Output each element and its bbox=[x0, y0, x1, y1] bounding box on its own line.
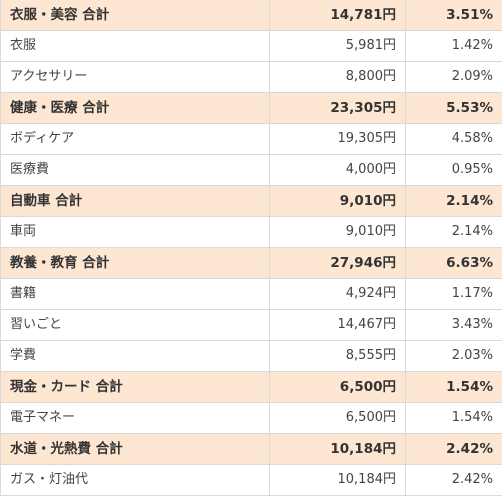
subcategory-row[interactable]: 書籍 4,924円 1.17% bbox=[0, 278, 502, 310]
subcategory-name: 書籍 bbox=[0, 278, 270, 310]
subcategory-amount: 8,800円 bbox=[269, 61, 406, 93]
category-amount: 27,946円 bbox=[269, 247, 406, 279]
subcategory-name: 衣服 bbox=[0, 30, 270, 62]
subcategory-name: ガス・灯油代 bbox=[0, 464, 270, 496]
category-percent: 2.42% bbox=[405, 433, 502, 465]
subcategory-row[interactable]: アクセサリー 8,800円 2.09% bbox=[0, 61, 502, 93]
subcategory-amount: 4,924円 bbox=[269, 278, 406, 310]
category-percent: 2.14% bbox=[405, 185, 502, 217]
category-percent: 3.51% bbox=[405, 0, 502, 31]
subcategory-row[interactable]: 習いごと 14,467円 3.43% bbox=[0, 309, 502, 341]
subcategory-row[interactable]: ボディケア 19,305円 4.58% bbox=[0, 123, 502, 155]
subcategory-amount: 19,305円 bbox=[269, 123, 406, 155]
subcategory-percent: 0.95% bbox=[405, 154, 502, 186]
category-name: 教養・教育 合計 bbox=[0, 247, 270, 279]
subcategory-name: 電子マネー bbox=[0, 402, 270, 434]
subcategory-name: アクセサリー bbox=[0, 61, 270, 93]
subcategory-row[interactable]: 車両 9,010円 2.14% bbox=[0, 216, 502, 248]
category-name: 現金・カード 合計 bbox=[0, 371, 270, 403]
subcategory-percent: 4.58% bbox=[405, 123, 502, 155]
category-percent: 6.63% bbox=[405, 247, 502, 279]
subcategory-amount: 8,555円 bbox=[269, 340, 406, 372]
subcategory-row[interactable]: 電子マネー 6,500円 1.54% bbox=[0, 402, 502, 434]
category-amount: 6,500円 bbox=[269, 371, 406, 403]
subcategory-name: 医療費 bbox=[0, 154, 270, 186]
category-amount: 10,184円 bbox=[269, 433, 406, 465]
subcategory-amount: 6,500円 bbox=[269, 402, 406, 434]
subcategory-amount: 14,467円 bbox=[269, 309, 406, 341]
subcategory-amount: 4,000円 bbox=[269, 154, 406, 186]
subcategory-row[interactable]: 学費 8,555円 2.03% bbox=[0, 340, 502, 372]
category-total-row[interactable]: 衣服・美容 合計 14,781円 3.51% bbox=[0, 0, 502, 31]
category-percent: 5.53% bbox=[405, 92, 502, 124]
category-amount: 14,781円 bbox=[269, 0, 406, 31]
subcategory-percent: 1.54% bbox=[405, 402, 502, 434]
subcategory-name: ボディケア bbox=[0, 123, 270, 155]
category-percent: 1.54% bbox=[405, 371, 502, 403]
subcategory-amount: 5,981円 bbox=[269, 30, 406, 62]
subcategory-percent: 2.14% bbox=[405, 216, 502, 248]
subcategory-percent: 2.42% bbox=[405, 464, 502, 496]
category-name: 自動車 合計 bbox=[0, 185, 270, 217]
subcategory-row[interactable]: ガス・灯油代 10,184円 2.42% bbox=[0, 464, 502, 496]
category-name: 水道・光熱費 合計 bbox=[0, 433, 270, 465]
subcategory-amount: 10,184円 bbox=[269, 464, 406, 496]
category-amount: 23,305円 bbox=[269, 92, 406, 124]
category-total-row[interactable]: 自動車 合計 9,010円 2.14% bbox=[0, 185, 502, 217]
subcategory-percent: 3.43% bbox=[405, 309, 502, 341]
subcategory-percent: 2.09% bbox=[405, 61, 502, 93]
subcategory-percent: 2.03% bbox=[405, 340, 502, 372]
subcategory-name: 学費 bbox=[0, 340, 270, 372]
subcategory-name: 車両 bbox=[0, 216, 270, 248]
subcategory-amount: 9,010円 bbox=[269, 216, 406, 248]
subcategory-name: 習いごと bbox=[0, 309, 270, 341]
category-total-row[interactable]: 健康・医療 合計 23,305円 5.53% bbox=[0, 92, 502, 124]
category-name: 衣服・美容 合計 bbox=[0, 0, 270, 31]
category-name: 健康・医療 合計 bbox=[0, 92, 270, 124]
subcategory-percent: 1.42% bbox=[405, 30, 502, 62]
subcategory-row[interactable]: 衣服 5,981円 1.42% bbox=[0, 30, 502, 62]
category-total-row[interactable]: 水道・光熱費 合計 10,184円 2.42% bbox=[0, 433, 502, 465]
category-total-row[interactable]: 現金・カード 合計 6,500円 1.54% bbox=[0, 371, 502, 403]
subcategory-row[interactable]: 医療費 4,000円 0.95% bbox=[0, 154, 502, 186]
subcategory-percent: 1.17% bbox=[405, 278, 502, 310]
category-amount: 9,010円 bbox=[269, 185, 406, 217]
category-total-row[interactable]: 教養・教育 合計 27,946円 6.63% bbox=[0, 247, 502, 279]
